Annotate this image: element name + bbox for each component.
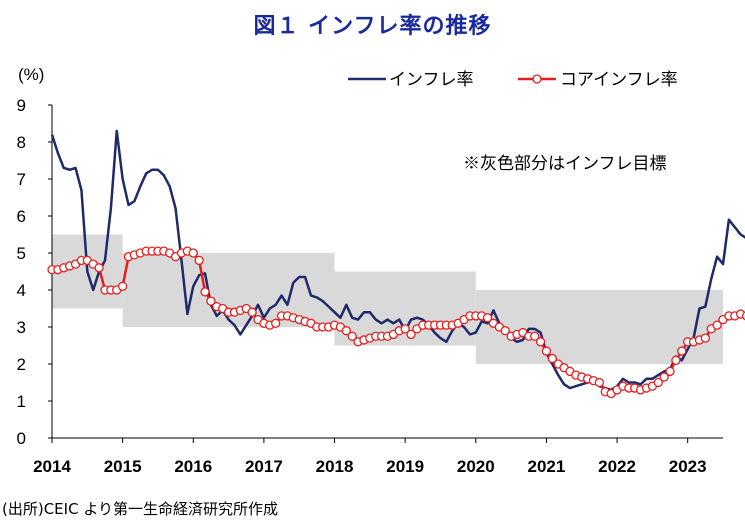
series-point-core [347, 331, 357, 341]
series-point-core [659, 372, 669, 382]
legend-label-core: コアインフレ率 [560, 70, 678, 89]
series-point-core [194, 255, 204, 266]
y-tick-label: 1 [17, 392, 26, 411]
series-point-core [741, 311, 745, 321]
y-tick-label: 7 [17, 170, 26, 189]
x-tick-label: 2014 [33, 457, 71, 476]
target-band-annotation: ※灰色部分はインフレ目標 [463, 154, 667, 173]
series-point-core [482, 313, 493, 323]
series-point-core [200, 287, 210, 297]
x-tick-label: 2016 [174, 457, 212, 476]
series-point-core [406, 329, 416, 340]
y-tick-label: 6 [17, 207, 26, 226]
y-tick-label: 2 [17, 355, 26, 374]
series-line-inflation [50, 129, 745, 392]
series-point-core [541, 346, 552, 356]
y-tick-label: 9 [17, 96, 26, 115]
x-tick-label: 2023 [669, 457, 707, 476]
y-tick-label: 4 [17, 281, 26, 300]
x-tick-label: 2020 [457, 457, 495, 476]
x-tick-label: 2018 [316, 457, 354, 476]
chart-title: 図１ インフレ率の推移 [253, 14, 492, 39]
series-point-core [677, 346, 687, 356]
series-point-core [500, 326, 510, 336]
series-point-core [547, 353, 557, 364]
series-point-core [271, 318, 281, 328]
series-point-core [700, 333, 710, 343]
y-tick-label: 5 [17, 244, 26, 263]
source-note: (出所)CEIC より第一生命経済研究所作成 [2, 500, 279, 518]
x-tick-label: 2015 [104, 457, 142, 476]
series-point-core [400, 324, 410, 334]
x-tick-label: 2021 [528, 457, 566, 476]
series-point-core [535, 337, 546, 347]
series-point-core [188, 248, 198, 258]
series-point-core [594, 377, 605, 388]
series-point-core [712, 320, 722, 330]
series-point-core [665, 366, 675, 377]
y-axis-unit-label: (%) [18, 65, 44, 84]
x-tick-label: 2017 [245, 457, 283, 476]
series-point-core [341, 326, 351, 336]
series-point-core [671, 355, 681, 365]
series-point-core [117, 281, 128, 291]
x-tick-label: 2019 [386, 457, 424, 476]
series-point-core [247, 307, 257, 317]
legend-marker-core [532, 74, 542, 84]
y-tick-label: 0 [17, 429, 26, 448]
series-point-core [206, 296, 216, 306]
x-tick-label: 2022 [598, 457, 636, 476]
legend-label-inflation: インフレ率 [389, 70, 474, 89]
y-tick-label: 3 [17, 318, 26, 337]
series-point-core [653, 377, 663, 388]
series-point-core [529, 331, 540, 341]
series-point-core [94, 263, 104, 273]
y-tick-label: 8 [17, 133, 26, 152]
